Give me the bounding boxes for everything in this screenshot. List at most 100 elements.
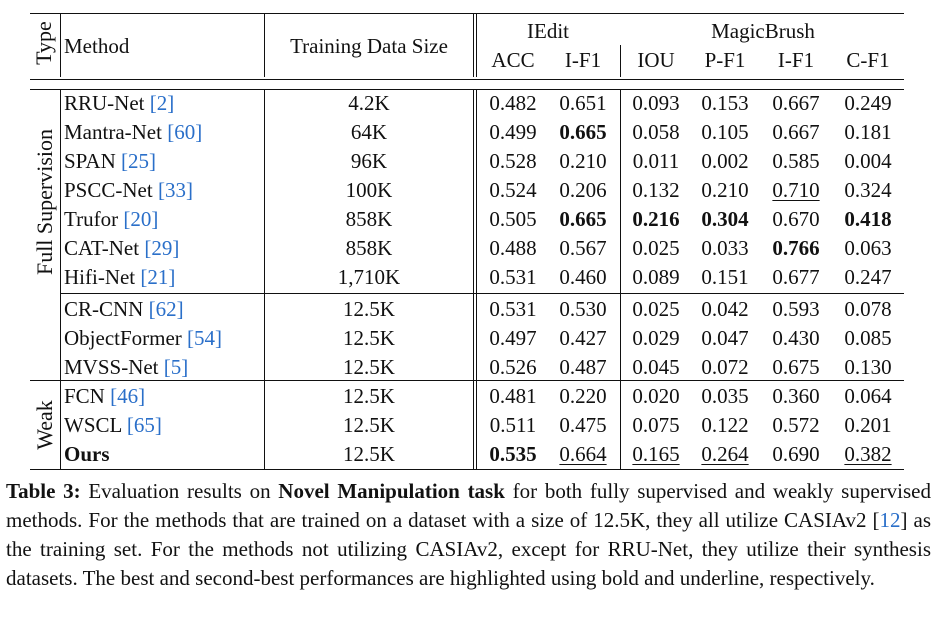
metric-value-cell: 0.042 [701,297,749,321]
metric-value-cell: 0.427 [559,326,607,350]
method-name: Hifi-Net [64,265,141,289]
metric-value-cell: 0.651 [559,91,607,115]
method-cell: CR-CNN [62] [64,295,184,323]
metric-value-cell: 0.201 [844,413,892,437]
metric-value-cell: 0.567 [559,236,607,260]
caption-text-3: ] as the training set. For the methods n… [6,508,931,590]
training-size-cell: 12.5K [343,297,395,321]
metric-value-cell: 0.418 [844,207,892,231]
group-rule-1 [60,293,904,294]
metric-value-cell: 0.004 [844,149,892,173]
method-name: ObjectFormer [64,326,188,350]
vline-iedit [620,45,621,77]
metric-value-cell: 0.499 [489,120,537,144]
ref-open: [ [187,326,195,350]
metric-value-cell: 0.304 [701,207,749,231]
method-cell: CAT-Net [29] [64,234,179,262]
metric-value-cell: 0.531 [489,265,537,289]
citation-link[interactable]: 29 [151,236,173,260]
method-cell: ObjectFormer [54] [64,324,222,352]
ref-close: ] [138,384,146,408]
method-name: MVSS-Net [64,355,164,379]
metric-value-cell: 0.216 [632,207,680,231]
method-cell: Mantra-Net [60] [64,118,202,146]
ref-close: ] [195,120,203,144]
metric-value-cell: 0.105 [701,120,749,144]
metric-value-cell: 0.153 [701,91,749,115]
method-name: FCN [64,384,111,408]
citation-link[interactable]: 33 [164,178,186,202]
table-header-rule-2 [30,89,904,90]
metric-value-cell: 0.029 [632,326,680,350]
metric-value-cell: 0.002 [701,149,749,173]
metric-value-cell: 0.122 [701,413,749,437]
vline-iedit-body [620,89,621,469]
citation-link[interactable]: 25 [128,149,150,173]
method-header: Method [64,34,130,58]
ref-open: [ [148,297,156,321]
caption-label: Table 3: [6,479,81,503]
metric-value-cell: 0.064 [844,384,892,408]
method-name: WSCL [64,413,127,437]
citation-link[interactable]: 60 [174,120,196,144]
metric-value-cell: 0.481 [489,384,537,408]
training-size-cell: 1,710K [337,265,401,289]
metric-acc: ACC [491,48,535,72]
training-size-cell: 858K [345,207,393,231]
metric-value-cell: 0.072 [701,355,749,379]
metric-value-cell: 0.665 [559,207,607,231]
group-rule-2 [30,380,904,381]
metric-value-cell: 0.710 [772,178,820,202]
metric-value-cell: 0.130 [844,355,892,379]
ref-close: ] [168,265,176,289]
metric-value-cell: 0.524 [489,178,537,202]
training-size-cell: 100K [345,178,393,202]
citation-link[interactable]: 5 [170,355,182,379]
citation-link[interactable]: 2 [156,91,168,115]
ref-close: ] [215,326,223,350]
vline-size [473,13,474,77]
vline-size-b [476,13,477,77]
magicbrush-header: MagicBrush [711,19,815,43]
ref-open: [ [123,207,131,231]
ref-close: ] [149,149,157,173]
metric-value-cell: 0.249 [844,91,892,115]
citation-link[interactable]: 54 [194,326,216,350]
citation-link[interactable]: 62 [155,297,177,321]
citation-link[interactable]: 21 [147,265,169,289]
metric-iedit-if1: I-F1 [564,48,602,72]
method-cell: RRU-Net [2] [64,89,174,117]
training-size-cell: 64K [350,120,388,144]
training-size-cell: 4.2K [348,91,390,115]
metric-value-cell: 0.206 [559,178,607,202]
training-size-header: Training Data Size [290,34,448,58]
metric-value-cell: 0.011 [632,149,680,173]
metric-value-cell: 0.475 [559,413,607,437]
vline-size-body [473,89,474,469]
metric-value-cell: 0.220 [559,384,607,408]
metric-value-cell: 0.460 [559,265,607,289]
metric-value-cell: 0.497 [489,326,537,350]
metric-value-cell: 0.511 [489,413,537,437]
metric-value-cell: 0.085 [844,326,892,350]
ref-open: [ [149,91,157,115]
ref-open: [ [126,413,134,437]
ref-close: ] [151,207,159,231]
metric-value-cell: 0.035 [701,384,749,408]
metric-value-cell: 0.093 [632,91,680,115]
caption-ref[interactable]: 12 [879,508,901,532]
citation-link[interactable]: 46 [117,384,139,408]
metric-value-cell: 0.482 [489,91,537,115]
training-size-cell: 858K [345,236,393,260]
table-bottom-rule [30,469,904,470]
method-name: CAT-Net [64,236,145,260]
method-cell: MVSS-Net [5] [64,353,188,381]
metric-value-cell: 0.665 [559,120,607,144]
caption-bold: Novel Manipulation task [278,479,505,503]
metric-value-cell: 0.025 [632,236,680,260]
metric-value-cell: 0.530 [559,297,607,321]
metric-value-cell: 0.047 [701,326,749,350]
citation-link[interactable]: 20 [130,207,152,231]
group-full-supervision: Full Supervision [32,128,57,276]
citation-link[interactable]: 65 [133,413,155,437]
